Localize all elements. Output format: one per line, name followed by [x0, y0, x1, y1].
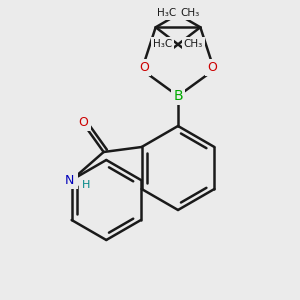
Text: N: N: [65, 173, 74, 187]
Text: H₃C: H₃C: [153, 39, 172, 49]
Text: B: B: [173, 89, 183, 103]
Text: CH₃: CH₃: [180, 8, 199, 18]
Text: CH₃: CH₃: [184, 39, 203, 49]
Text: O: O: [79, 116, 88, 128]
Text: N: N: [67, 173, 76, 187]
Text: H₃C: H₃C: [157, 8, 176, 18]
Text: O: O: [139, 61, 149, 74]
Text: O: O: [207, 61, 217, 74]
Text: H: H: [82, 180, 90, 190]
